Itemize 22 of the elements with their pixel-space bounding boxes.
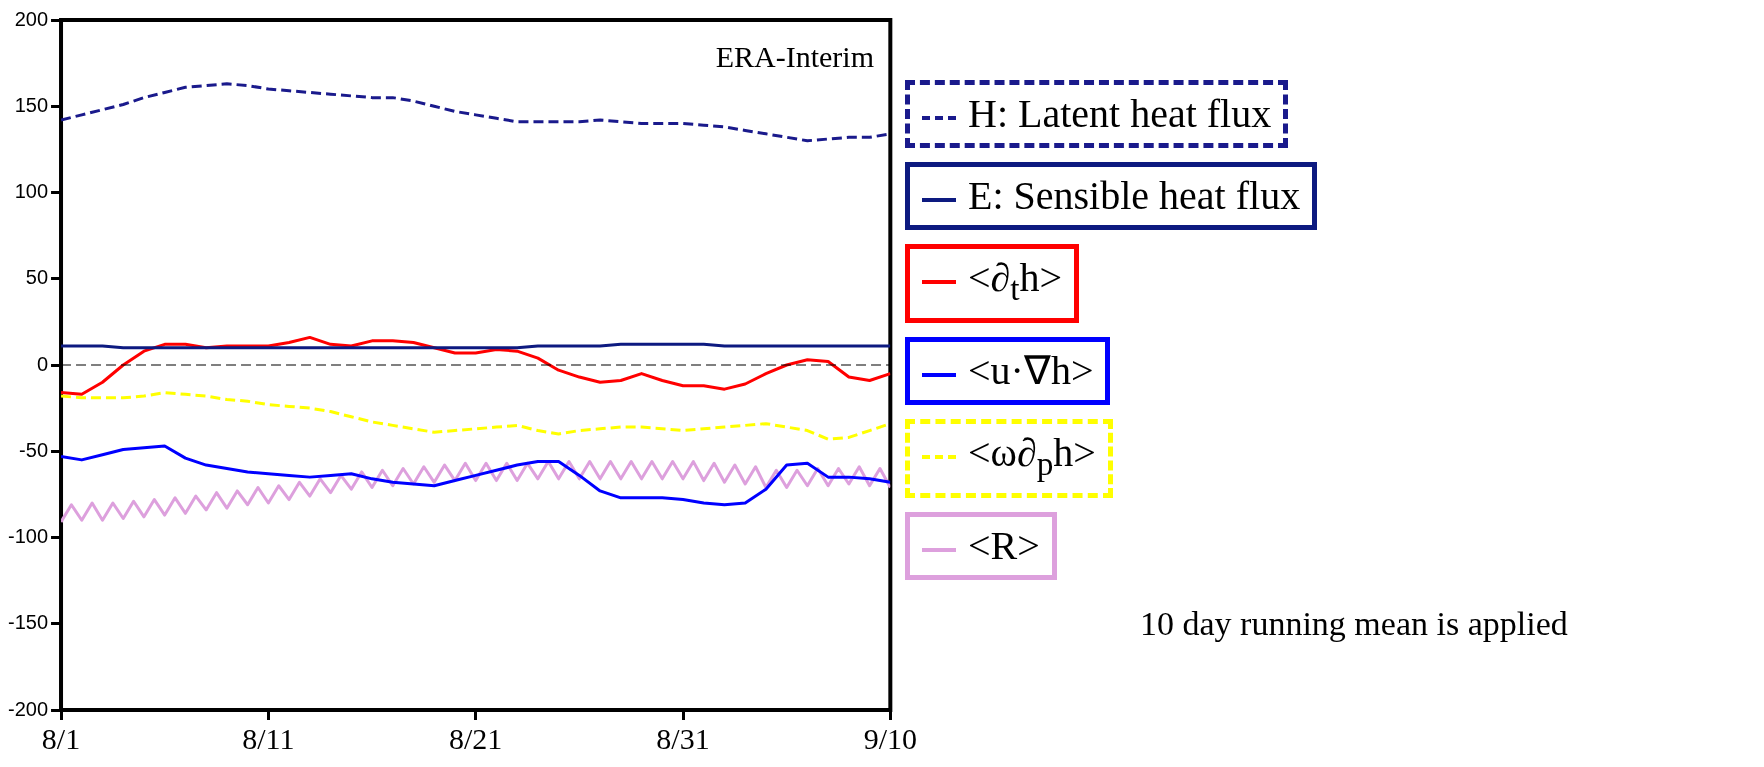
x-tick-label: 9/10	[863, 721, 917, 755]
x-tick-label: 8/21	[449, 721, 503, 755]
text: 10 day running mean is applied	[1140, 605, 1568, 643]
legend-label: <ω∂$_{p}$h>	[968, 430, 1096, 482]
y-tick-label: 150	[14, 93, 49, 116]
y-tick-label: -200	[8, 697, 49, 720]
y-tick-label: 50	[25, 266, 49, 289]
legend-label: <u·∇h>	[968, 348, 1094, 393]
x-tick-label: 8/1	[41, 721, 81, 755]
annotation: ERA-Interim	[715, 40, 874, 74]
legend-label: E: Sensible heat flux	[968, 173, 1301, 218]
y-tick-label: 0	[36, 352, 49, 375]
y-tick-label: -50	[19, 438, 49, 461]
legend-label: H: Latent heat flux	[968, 91, 1272, 136]
x-tick-label: 8/11	[242, 721, 295, 755]
legend-label: <∂$_{t}$h>	[968, 255, 1063, 307]
legend-label: <R>	[968, 523, 1040, 568]
x-tick-label: 8/31	[656, 721, 710, 755]
y-tick-label: -100	[8, 525, 49, 548]
y-tick-label: 200	[14, 7, 49, 30]
y-tick-label: 100	[14, 180, 49, 203]
y-tick-label: -150	[8, 611, 49, 634]
